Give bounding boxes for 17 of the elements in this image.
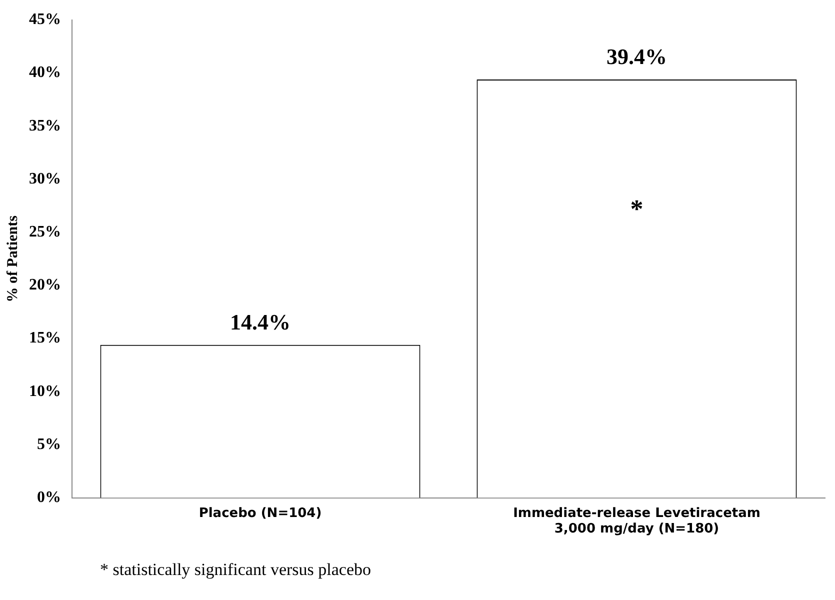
y-axis-title: % of Patients (4, 215, 21, 302)
data-label: 14.4% (230, 310, 290, 335)
annotation: * (630, 194, 644, 224)
y-tick-label: 30% (29, 170, 61, 188)
data-label: 39.4% (606, 44, 667, 70)
y-tick-label: 35% (29, 117, 61, 134)
y-tick-label: 15% (29, 330, 61, 347)
y-tick-label: 5% (37, 436, 61, 453)
y-tick-label: 25% (29, 223, 61, 240)
text: * statistically significant versus placebo (100, 560, 371, 580)
x-tick-label: Placebo (N=104) (198, 506, 322, 521)
y-tick-label: 40% (29, 64, 61, 82)
x-tick-label: Immediate-release Levetiracetam 3,000 mg/day (N=180) (513, 506, 760, 537)
y-tick-label: 45% (29, 11, 61, 28)
y-tick-label: 20% (29, 276, 61, 294)
y-tick-label: 10% (29, 382, 61, 400)
y-tick-label: 0% (37, 488, 61, 506)
